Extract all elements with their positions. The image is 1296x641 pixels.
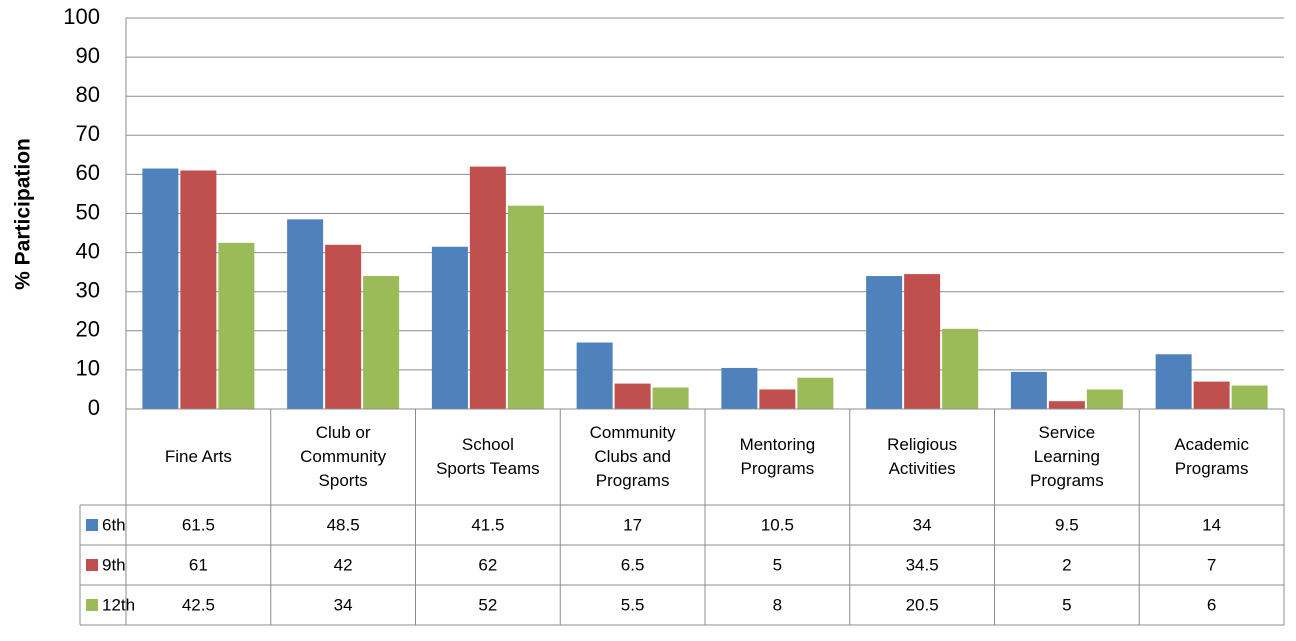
x-tick-label: Mentoring Programs xyxy=(739,435,816,478)
bar xyxy=(1048,401,1085,409)
category-label: School Sports Teams xyxy=(436,435,540,478)
y-tick-label: 90 xyxy=(76,43,100,68)
y-tick-label: 70 xyxy=(76,121,100,146)
y-tick-label: 30 xyxy=(76,278,100,303)
y-tick-label: 20 xyxy=(76,317,100,342)
bar xyxy=(721,367,758,409)
table-value: 10.5 xyxy=(761,515,794,534)
table-value: 14 xyxy=(1202,515,1221,534)
bar xyxy=(904,274,941,409)
bar xyxy=(1193,381,1230,409)
legend-label: 6th xyxy=(102,515,126,534)
bar xyxy=(942,328,979,409)
x-tick-label: Club or Community Sports xyxy=(300,423,387,490)
table-value: 5 xyxy=(773,555,782,574)
bar xyxy=(576,342,613,409)
bar xyxy=(325,244,362,409)
table-value: 52 xyxy=(478,595,497,614)
category-label: Community Clubs and Programs xyxy=(589,423,676,490)
category-label: Fine Arts xyxy=(164,447,232,466)
bar xyxy=(652,387,689,409)
table-value: 41.5 xyxy=(471,515,504,534)
bar xyxy=(469,166,506,409)
table-value: 61 xyxy=(189,555,208,574)
x-tick-label: Service Learning Programs xyxy=(1030,423,1104,490)
bar xyxy=(1155,354,1192,409)
x-tick-label: Religious Activities xyxy=(887,435,958,478)
bar xyxy=(759,389,796,409)
y-tick-label: 0 xyxy=(88,395,100,420)
table-value: 6.5 xyxy=(621,555,645,574)
table-value: 5 xyxy=(1062,595,1071,614)
bar xyxy=(218,242,255,409)
table-value: 8 xyxy=(773,595,782,614)
y-tick-label: 60 xyxy=(76,160,100,185)
table-value: 7 xyxy=(1207,555,1216,574)
category-label: Academic Programs xyxy=(1174,435,1249,478)
table-value: 5.5 xyxy=(621,595,645,614)
y-axis-label: % Participation xyxy=(12,138,35,290)
bar xyxy=(1086,389,1123,409)
table-value: 48.5 xyxy=(327,515,360,534)
y-tick-label: 10 xyxy=(76,356,100,381)
legend-key xyxy=(86,599,98,611)
x-tick-label: Academic Programs xyxy=(1174,435,1249,478)
legend-label: 9th xyxy=(102,555,126,574)
bar xyxy=(142,168,179,409)
category-label: Mentoring Programs xyxy=(739,435,816,478)
table-value: 34 xyxy=(913,515,932,534)
y-tick-label: 40 xyxy=(76,238,100,263)
legend-label: 12th xyxy=(102,595,135,614)
x-tick-label: School Sports Teams xyxy=(436,435,540,478)
y-tick-label: 50 xyxy=(76,199,100,224)
bar xyxy=(614,383,651,409)
bar xyxy=(1010,371,1047,409)
table-value: 34.5 xyxy=(906,555,939,574)
table-value: 17 xyxy=(623,515,642,534)
legend-key xyxy=(86,519,98,531)
category-label: Religious Activities xyxy=(887,435,958,478)
category-label: Service Learning Programs xyxy=(1030,423,1104,490)
bar xyxy=(431,246,468,409)
x-tick-label: Community Clubs and Programs xyxy=(589,423,676,490)
table-value: 42.5 xyxy=(182,595,215,614)
y-tick-label: 80 xyxy=(76,82,100,107)
table-value: 61.5 xyxy=(182,515,215,534)
table-value: 20.5 xyxy=(906,595,939,614)
bar xyxy=(1231,385,1268,409)
table-value: 2 xyxy=(1062,555,1071,574)
table-value: 62 xyxy=(478,555,497,574)
legend-key xyxy=(86,559,98,571)
table-value: 9.5 xyxy=(1055,515,1079,534)
table-value: 6 xyxy=(1207,595,1216,614)
table-value: 42 xyxy=(334,555,353,574)
table-value: 34 xyxy=(334,595,353,614)
bar xyxy=(287,219,324,409)
x-tick-label: Fine Arts xyxy=(164,447,232,466)
category-label: Club or Community Sports xyxy=(300,423,387,490)
bar xyxy=(507,205,544,409)
y-tick-label: 100 xyxy=(63,4,100,29)
bar xyxy=(797,377,834,409)
bar xyxy=(180,170,217,409)
bar xyxy=(866,276,903,409)
bar xyxy=(363,276,400,409)
